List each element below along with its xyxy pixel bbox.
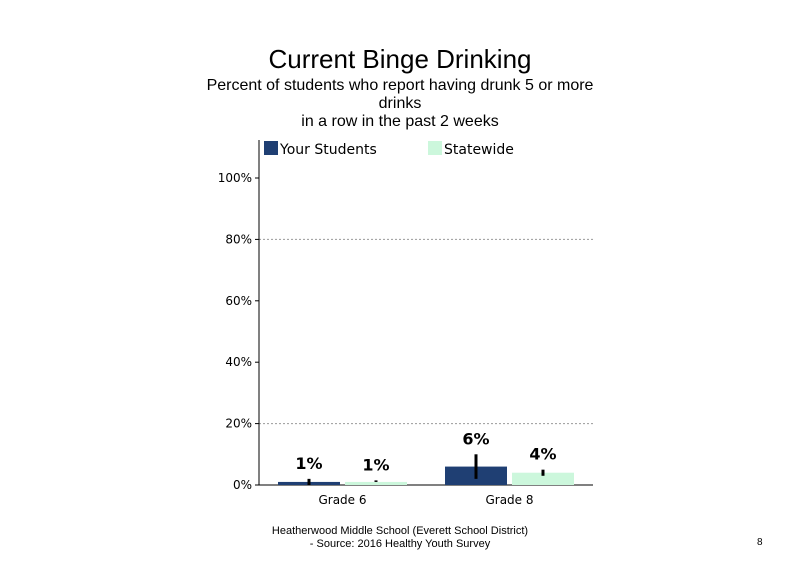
y-tick-label: 60% xyxy=(225,294,252,308)
x-tick-label: Grade 6 xyxy=(318,493,366,507)
y-tick-label: 100% xyxy=(218,171,252,185)
legend-label: Your Students xyxy=(279,142,377,158)
legend-swatch xyxy=(428,141,442,155)
subtitle-line-2: drinks xyxy=(378,95,422,112)
y-tick-label: 20% xyxy=(225,417,252,431)
page-number: 8 xyxy=(757,537,763,548)
bar-statewide-grade-8 xyxy=(512,472,574,485)
subtitle-line-3: in a row in the past 2 weeks xyxy=(301,113,499,130)
data-label: 1% xyxy=(362,455,389,474)
y-tick-label: 40% xyxy=(225,355,252,369)
footer-school: Heatherwood Middle School (Everett Schoo… xyxy=(271,525,529,537)
footer-source: - Source: 2016 Healthy Youth Survey xyxy=(309,538,491,550)
chart-subtitle: Percent of students who report having dr… xyxy=(190,77,610,131)
chart-title: Current Binge Drinking xyxy=(268,44,532,74)
data-label: 4% xyxy=(529,445,556,464)
y-tick-label: 0% xyxy=(233,478,252,492)
legend-label: Statewide xyxy=(444,142,514,158)
data-label: 6% xyxy=(462,429,489,448)
legend-swatch xyxy=(264,141,278,155)
y-tick-label: 80% xyxy=(225,232,252,246)
subtitle-line-1: Percent of students who report having dr… xyxy=(206,77,594,94)
footer: Heatherwood Middle School (Everett Schoo… xyxy=(230,525,570,551)
x-tick-label: Grade 8 xyxy=(485,493,533,507)
bar-statewide-grade-6 xyxy=(345,481,407,485)
data-label: 1% xyxy=(295,454,322,473)
